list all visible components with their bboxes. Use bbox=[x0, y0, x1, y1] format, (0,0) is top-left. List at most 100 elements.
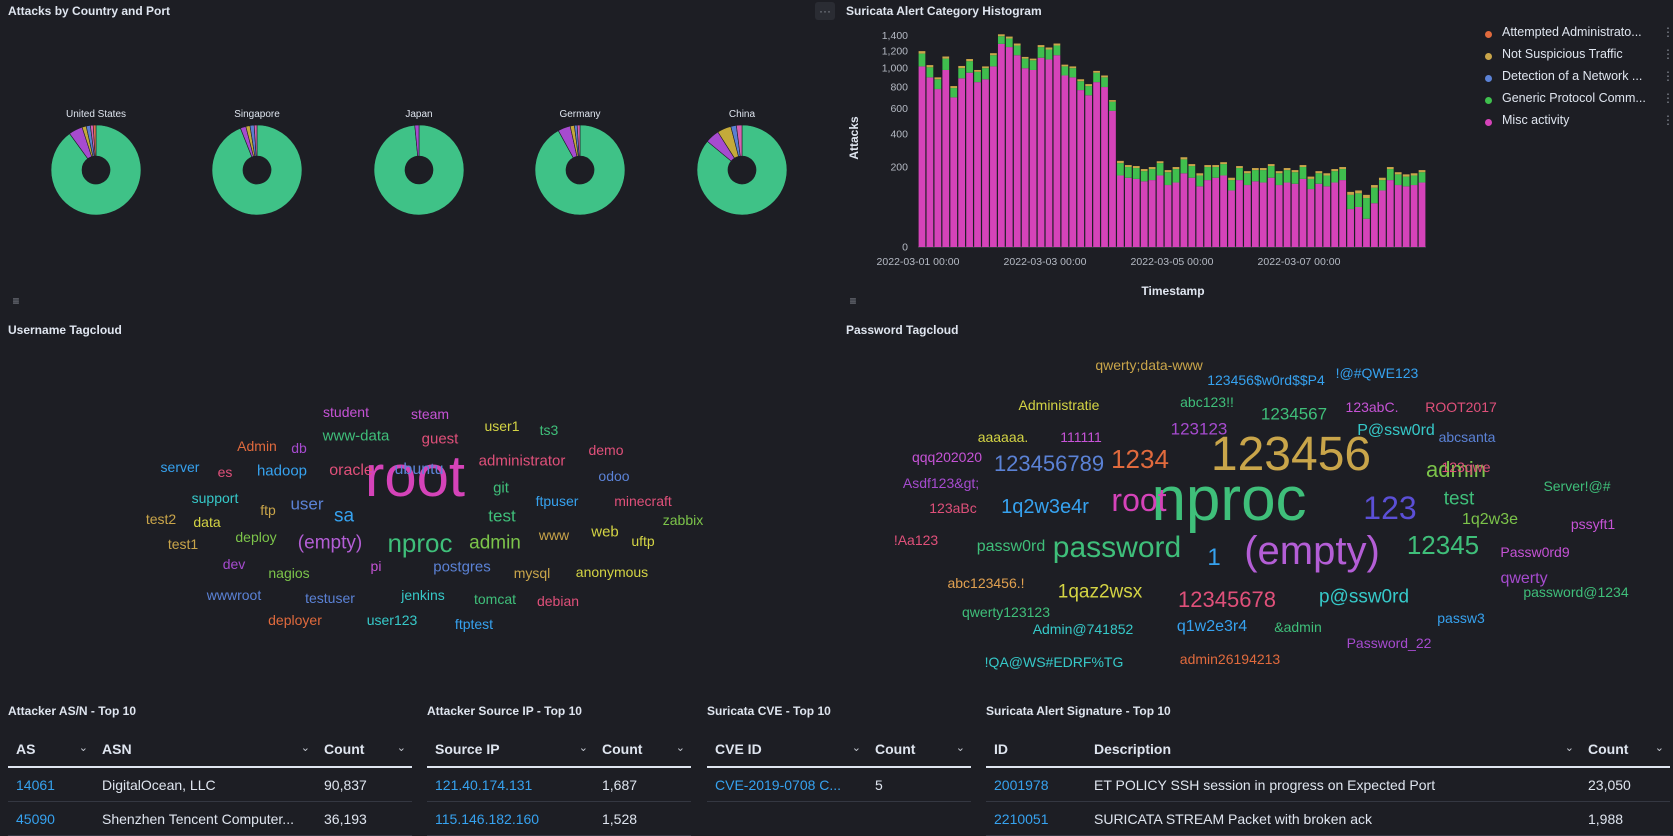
legend-item-menu-icon[interactable]: ⋮ bbox=[1662, 91, 1673, 105]
tag-word[interactable]: steam bbox=[410, 406, 450, 422]
tag-word[interactable]: root bbox=[365, 444, 465, 509]
histogram-bar-other[interactable] bbox=[1299, 165, 1307, 168]
tag-word[interactable]: guest bbox=[421, 430, 459, 448]
tag-word[interactable]: Asdf123&gt; bbox=[902, 475, 980, 491]
histogram-bar-generic[interactable] bbox=[1148, 169, 1156, 181]
histogram-bar-generic[interactable] bbox=[1021, 58, 1029, 69]
histogram-bar-generic[interactable] bbox=[1363, 198, 1370, 219]
histogram-bar-other[interactable] bbox=[1093, 70, 1100, 73]
tag-word[interactable]: testuser bbox=[305, 590, 355, 606]
tag-word[interactable]: 123abC. bbox=[1345, 399, 1399, 415]
histogram-bar-other[interactable] bbox=[1331, 169, 1339, 172]
histogram-bar-generic[interactable] bbox=[997, 36, 1005, 44]
tag-word[interactable]: uftp bbox=[631, 533, 655, 549]
histogram-bar-misc[interactable] bbox=[1196, 186, 1204, 247]
tag-word[interactable]: 123aBc bbox=[929, 500, 977, 516]
legend-item[interactable]: Misc activity ⋮ bbox=[1485, 113, 1673, 135]
tag-word[interactable]: password@1234 bbox=[1523, 584, 1629, 600]
tag-word[interactable]: deploy bbox=[235, 529, 277, 545]
histogram-bar-generic[interactable] bbox=[1236, 168, 1243, 181]
tag-word[interactable]: data bbox=[193, 514, 221, 530]
histogram-bar-misc[interactable] bbox=[1021, 68, 1029, 247]
histogram-bar-other[interactable] bbox=[1021, 56, 1029, 59]
histogram-bar-misc[interactable] bbox=[1013, 55, 1021, 247]
histogram-bar-generic[interactable] bbox=[1109, 101, 1116, 111]
histogram-bar-misc[interactable] bbox=[1077, 90, 1085, 248]
legend-item-menu-icon[interactable]: ⋮ bbox=[1662, 113, 1673, 127]
tag-word[interactable]: Admin bbox=[237, 438, 277, 454]
histogram-bar-misc[interactable] bbox=[918, 66, 926, 247]
histogram-bar-other[interactable] bbox=[934, 77, 942, 80]
histogram-bar-other[interactable] bbox=[990, 53, 997, 56]
histogram-bar-other[interactable] bbox=[926, 65, 934, 68]
tag-word[interactable]: abc123456.! bbox=[947, 575, 1025, 591]
histogram-bar-other[interactable] bbox=[1196, 173, 1204, 176]
tag-word[interactable]: (empty) bbox=[1244, 529, 1380, 573]
histogram-bar-generic[interactable] bbox=[934, 79, 942, 90]
histogram-bar-other[interactable] bbox=[966, 59, 973, 62]
tag-word[interactable]: ftp bbox=[260, 502, 276, 518]
histogram-bar-generic[interactable] bbox=[1013, 45, 1021, 56]
histogram-bar-misc[interactable] bbox=[1180, 173, 1188, 247]
histogram-bar-other[interactable] bbox=[1244, 171, 1251, 174]
histogram-bar-generic[interactable] bbox=[1180, 159, 1188, 174]
tag-word[interactable]: aaaaaa. bbox=[977, 429, 1029, 445]
histogram-bar-other[interactable] bbox=[1283, 168, 1291, 171]
column-header-as[interactable]: AS ⌄ bbox=[8, 731, 94, 768]
tag-word[interactable]: q1w2e3r4 bbox=[1176, 618, 1248, 635]
tag-word[interactable]: passw3 bbox=[1437, 610, 1485, 626]
histogram-bar-misc[interactable] bbox=[1386, 180, 1394, 247]
histogram-bar-other[interactable] bbox=[1148, 167, 1156, 170]
histogram-bar-misc[interactable] bbox=[1093, 82, 1100, 247]
histogram-bar-other[interactable] bbox=[1323, 173, 1331, 176]
tag-word[interactable]: nproc bbox=[1151, 465, 1307, 534]
histogram-bar-misc[interactable] bbox=[1140, 181, 1148, 247]
histogram-bar-misc[interactable] bbox=[1156, 175, 1164, 247]
column-header-description[interactable]: Description ⌄ bbox=[1086, 731, 1580, 768]
histogram-bar-misc[interactable] bbox=[926, 77, 934, 247]
pie-slice[interactable] bbox=[534, 124, 626, 216]
histogram-bar-generic[interactable] bbox=[1267, 166, 1275, 178]
histogram-bar-generic[interactable] bbox=[1275, 173, 1283, 186]
histogram-bar-generic[interactable] bbox=[990, 55, 997, 67]
histogram-bar-misc[interactable] bbox=[1418, 182, 1426, 247]
histogram-bar-misc[interactable] bbox=[1307, 189, 1315, 247]
tag-word[interactable]: www bbox=[538, 527, 570, 543]
histogram-bar-generic[interactable] bbox=[1077, 81, 1085, 91]
histogram-bar-generic[interactable] bbox=[1228, 180, 1235, 191]
histogram-bar-other[interactable] bbox=[1140, 169, 1148, 172]
histogram-bar-misc[interactable] bbox=[1363, 218, 1370, 247]
tag-word[interactable]: Password_22 bbox=[1346, 635, 1432, 651]
as-number-link[interactable]: 14061 bbox=[8, 767, 94, 802]
histogram-bar-generic[interactable] bbox=[1093, 72, 1100, 83]
histogram-bar-other[interactable] bbox=[1307, 176, 1315, 179]
histogram-bar-misc[interactable] bbox=[1069, 77, 1077, 247]
pie-slice[interactable] bbox=[373, 124, 465, 216]
histogram-bar-misc[interactable] bbox=[1402, 186, 1410, 247]
tag-word[interactable]: 1234567 bbox=[1260, 404, 1328, 424]
histogram-bar-other[interactable] bbox=[1077, 79, 1085, 82]
legend-item-menu-icon[interactable]: ⋮ bbox=[1662, 25, 1673, 39]
tag-word[interactable]: (empty) bbox=[297, 532, 363, 554]
histogram-bar-generic[interactable] bbox=[1410, 175, 1418, 186]
histogram-bar-misc[interactable] bbox=[1037, 57, 1045, 247]
histogram-bar-misc[interactable] bbox=[1172, 182, 1180, 247]
histogram-bar-misc[interactable] bbox=[1188, 177, 1196, 247]
histogram-bar-other[interactable] bbox=[942, 56, 950, 59]
tag-word[interactable]: test bbox=[488, 506, 516, 526]
chevron-down-icon[interactable]: ⌄ bbox=[1654, 742, 1664, 754]
tag-word[interactable]: jenkins bbox=[401, 587, 445, 603]
tag-word[interactable]: demo bbox=[588, 442, 624, 458]
histogram-bar-generic[interactable] bbox=[1196, 175, 1204, 187]
histogram-bar-misc[interactable] bbox=[934, 89, 942, 248]
tag-word[interactable]: 111111 bbox=[1060, 429, 1102, 445]
histogram-bar-other[interactable] bbox=[1037, 45, 1045, 48]
tag-word[interactable]: root bbox=[1111, 482, 1167, 518]
histogram-bar-other[interactable] bbox=[1363, 194, 1370, 199]
histogram-bar-generic[interactable] bbox=[974, 71, 981, 83]
pie-slice[interactable] bbox=[696, 124, 788, 216]
tag-word[interactable]: student bbox=[323, 404, 369, 420]
histogram-bar-misc[interactable] bbox=[1101, 87, 1108, 248]
histogram-bar-other[interactable] bbox=[997, 34, 1005, 37]
histogram-bar-misc[interactable] bbox=[1061, 75, 1069, 247]
